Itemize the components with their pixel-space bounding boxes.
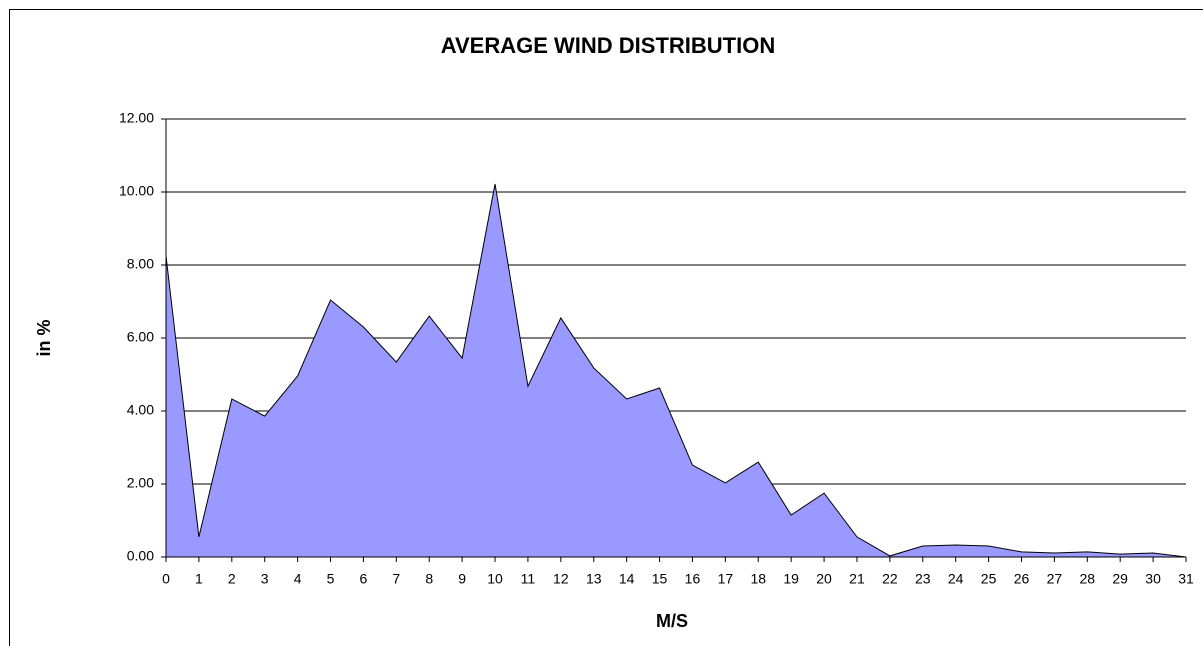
- y-tick-label: 12.00: [119, 110, 154, 126]
- x-tick-label: 24: [948, 571, 964, 587]
- x-tick-label: 26: [1014, 571, 1030, 587]
- x-tick-label: 30: [1145, 571, 1161, 587]
- x-tick-label: 3: [261, 571, 269, 587]
- x-tick-label: 16: [685, 571, 701, 587]
- x-axis-title: M/S: [656, 611, 688, 631]
- x-tick-label: 11: [521, 571, 536, 587]
- x-tick-label: 2: [228, 571, 236, 587]
- x-tick-label: 9: [458, 571, 466, 587]
- x-tick-label: 14: [619, 571, 635, 587]
- y-tick-label: 8.00: [127, 256, 154, 272]
- x-tick-label: 20: [816, 571, 832, 587]
- y-axis-title: in %: [34, 319, 54, 356]
- chart-title: AVERAGE WIND DISTRIBUTION: [441, 33, 775, 58]
- x-tick-label: 10: [487, 571, 503, 587]
- x-tick-label: 28: [1080, 571, 1096, 587]
- x-tick-label: 7: [392, 571, 400, 587]
- x-tick-label: 13: [586, 571, 602, 587]
- x-tick-label: 19: [783, 571, 799, 587]
- x-tick-label: 27: [1047, 571, 1063, 587]
- x-tick-label: 12: [553, 571, 569, 587]
- x-tick-label: 31: [1178, 571, 1194, 587]
- x-tick-label: 5: [327, 571, 335, 587]
- x-tick-label: 6: [360, 571, 368, 587]
- x-tick-label: 21: [849, 571, 865, 587]
- x-tick-label: 0: [162, 571, 170, 587]
- y-tick-label: 6.00: [127, 329, 154, 345]
- x-tick-label: 23: [915, 571, 931, 587]
- area: [165, 183, 1187, 558]
- x-tick-label: 15: [652, 571, 668, 587]
- x-tick-label: 25: [981, 571, 997, 587]
- x-tick-label: 4: [294, 571, 302, 587]
- x-tick-label: 29: [1112, 571, 1128, 587]
- x-tick-label: 22: [882, 571, 898, 587]
- x-tick-label: 18: [750, 571, 766, 587]
- y-tick-label: 2.00: [127, 475, 154, 491]
- y-tick-label: 10.00: [119, 183, 154, 199]
- x-tick-label: 1: [195, 571, 203, 587]
- y-tick-label: 4.00: [127, 402, 154, 418]
- x-tick-label: 17: [718, 571, 734, 587]
- x-tick-label: 8: [425, 571, 433, 587]
- y-tick-label: 0.00: [127, 548, 154, 564]
